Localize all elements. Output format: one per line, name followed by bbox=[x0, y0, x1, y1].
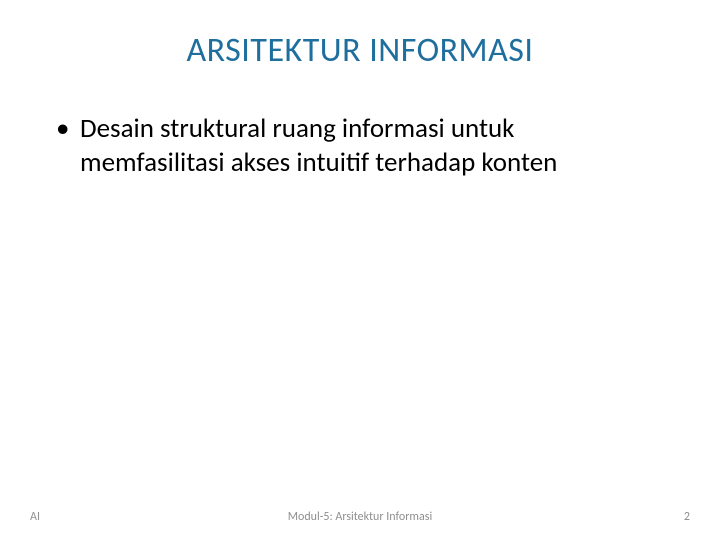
slide-title: ARSITEKTUR INFORMASI bbox=[0, 30, 720, 71]
slide-number: 2 bbox=[684, 510, 690, 524]
bullet-item: Desain struktural ruang informasi untuk … bbox=[56, 112, 664, 180]
slide-body: Desain struktural ruang informasi untuk … bbox=[56, 112, 664, 180]
footer-center: Modul-5: Arsitektur Informasi bbox=[0, 510, 720, 524]
